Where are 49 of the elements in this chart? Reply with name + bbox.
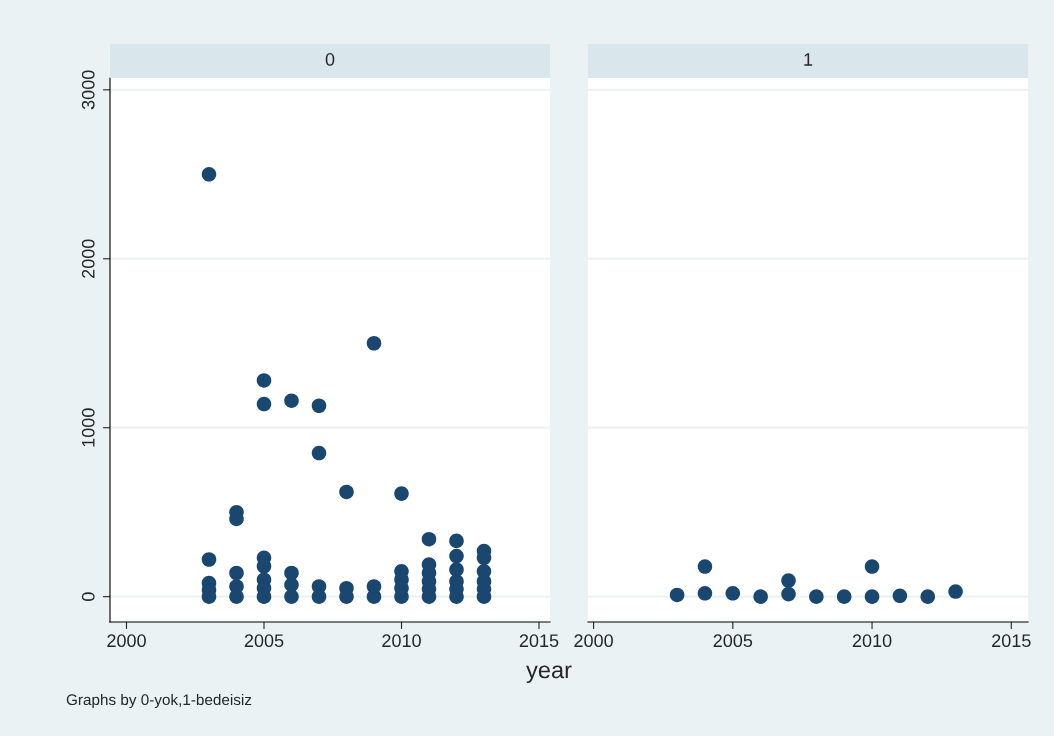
x-tick-label: 2000 [574,634,613,648]
x-tick-label: 2000 [107,634,146,648]
point [449,533,464,549]
point [284,393,299,408]
point [449,548,464,564]
x-tick-label: 2010 [382,634,421,648]
y-tick-label: 3000 [81,70,95,110]
point [311,445,327,461]
point [892,588,908,604]
point [284,565,299,581]
point [284,589,299,604]
point [920,589,936,604]
point [366,589,382,604]
point [394,486,409,501]
x-tick-label: 2010 [852,634,892,648]
point [753,589,768,604]
point [781,573,796,588]
point [697,559,713,574]
point [669,587,685,603]
x-tick-label: 2015 [992,634,1031,648]
point [229,565,244,581]
y-tick-label: 1000 [81,408,95,447]
point [201,552,217,567]
point [697,586,713,601]
point [256,373,272,388]
x-tick-label: 2015 [519,634,559,648]
point [809,589,824,604]
point [421,531,437,547]
y-tick-label: 2000 [81,239,95,278]
point [311,589,327,604]
point [256,396,272,412]
x-tick-label: 2005 [713,634,753,648]
point [836,589,852,604]
point [864,559,880,574]
point [339,484,354,500]
point [948,584,963,599]
point [201,167,217,182]
point [366,335,382,351]
text: Graphs by 0-yok,1-bedeisiz [66,693,252,709]
point [864,589,880,604]
x-axis-title: year [526,665,572,684]
point [229,589,244,604]
chart-title: 0 [325,53,335,66]
point [781,586,796,602]
x-tick-label: 2005 [244,634,284,648]
chart-title: 1 [804,53,813,66]
point [725,586,741,601]
y-tick-label: 0 [81,592,95,601]
point [311,398,327,414]
